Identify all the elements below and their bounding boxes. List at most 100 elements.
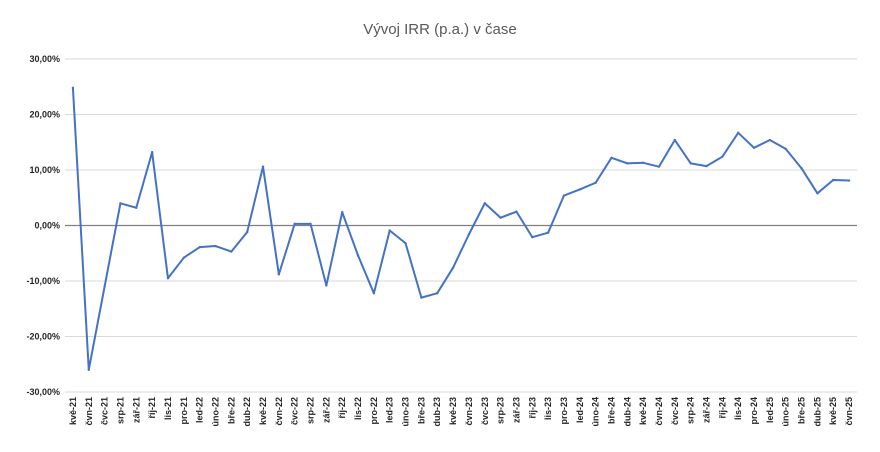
data-point [610,156,613,159]
data-point [150,151,154,154]
x-tick-label: čvc-23 [480,397,490,425]
data-point [847,179,851,182]
data-point [483,202,486,205]
data-point [245,230,249,234]
series-layer [71,86,851,371]
data-point [404,242,407,245]
data-point [103,285,106,288]
data-point [784,147,787,151]
x-tick-label: čvn-23 [464,397,474,426]
x-tick-label: říj-21 [147,397,157,419]
x-tick-label: říj-22 [337,397,347,419]
x-tick-label: čvc-21 [100,397,110,425]
x-tick-label: pro-22 [369,397,379,425]
data-point [182,256,185,259]
x-tick-label: pro-21 [179,397,189,425]
data-point [277,273,281,276]
x-tick-label: úno-23 [401,397,411,427]
data-point [135,206,138,209]
data-point [768,138,772,142]
data-point [420,296,423,299]
data-point [451,266,455,269]
x-tick-label: led-23 [385,397,395,423]
x-tick-label: zář-21 [131,397,141,423]
x-tick-label: říj-24 [717,397,727,419]
x-tick-label: led-25 [765,397,775,423]
x-tick-label: pro-24 [749,397,759,425]
x-tick-label: srp-22 [306,397,316,424]
data-point [309,222,312,226]
x-tick-label: led-22 [195,397,205,423]
y-tick-label: 20,00% [29,110,60,120]
data-point [436,292,439,295]
x-tick-label: říj-23 [527,397,537,419]
gridlines [65,58,857,393]
data-point [641,161,645,164]
x-tick-label: úno-24 [591,397,601,427]
data-point [214,244,217,248]
data-point [816,192,819,195]
data-point [119,202,122,205]
data-point [832,178,835,182]
data-point [721,155,724,158]
data-point [293,222,296,226]
data-point [562,194,566,197]
x-tick-label: lis-22 [353,397,363,420]
x-tick-label: čvn-22 [274,397,284,426]
x-tick-label: led-24 [575,397,585,423]
data-point [546,231,550,234]
x-tick-label: čvn-25 [844,397,854,426]
x-tick-label: čvc-22 [290,397,300,425]
data-point [531,235,534,239]
x-tick-label: kvě-23 [448,397,458,425]
y-tick-label: 0,00% [34,221,60,231]
data-point [467,233,471,236]
y-tick-label: -20,00% [26,332,60,342]
data-point [230,250,233,253]
x-tick-label: pro-23 [559,397,569,425]
y-tick-label: -30,00% [26,387,60,397]
x-tick-label: zář-24 [702,397,712,423]
data-point [71,86,75,90]
data-point [356,254,360,257]
data-point [325,284,328,287]
x-tick-label: srp-23 [496,397,506,424]
x-tick-label: zář-22 [321,397,331,423]
data-point [657,165,661,168]
x-tick-label: čvn-21 [84,397,94,426]
x-tick-label: kvě-25 [828,397,838,425]
data-point [626,162,629,165]
x-tick-label: zář-23 [511,397,521,423]
data-point [388,229,391,232]
series-line [71,86,851,371]
data-point [673,138,677,142]
x-tick-label: kvě-21 [68,397,78,425]
y-axis-ticks: 30,00% 20,00% 10,00% 0,00% -10,00% -20,00% -30… [26,54,60,397]
x-tick-label: čvn-24 [654,397,664,426]
x-tick-label: čvc-24 [670,397,680,425]
x-tick-label: bře-22 [226,397,236,424]
x-axis-ticks: kvě-21 čvn-21 čvc-21 srp-21 zář-21 říj-21 lis-… [68,397,854,427]
data-point [341,210,344,214]
x-tick-label: srp-21 [115,397,125,424]
x-tick-label: úno-25 [781,397,791,427]
data-point [372,292,376,295]
x-tick-label: kvě-22 [258,397,268,425]
x-tick-label: lis-24 [733,397,743,420]
data-point [594,181,597,184]
chart-title: Vývoj IRR (p.a.) v čase [363,21,516,38]
data-point [166,277,170,280]
x-tick-label: dub-25 [812,397,822,427]
x-tick-label: dub-22 [242,397,252,427]
x-tick-label: dub-23 [432,397,442,427]
data-point [800,167,803,170]
x-tick-label: bře-24 [606,397,616,424]
x-tick-label: srp-24 [686,397,696,424]
data-point [515,210,518,213]
data-point [87,368,90,371]
data-point [705,164,708,168]
data-point [198,245,201,249]
x-tick-label: bře-23 [416,397,426,424]
